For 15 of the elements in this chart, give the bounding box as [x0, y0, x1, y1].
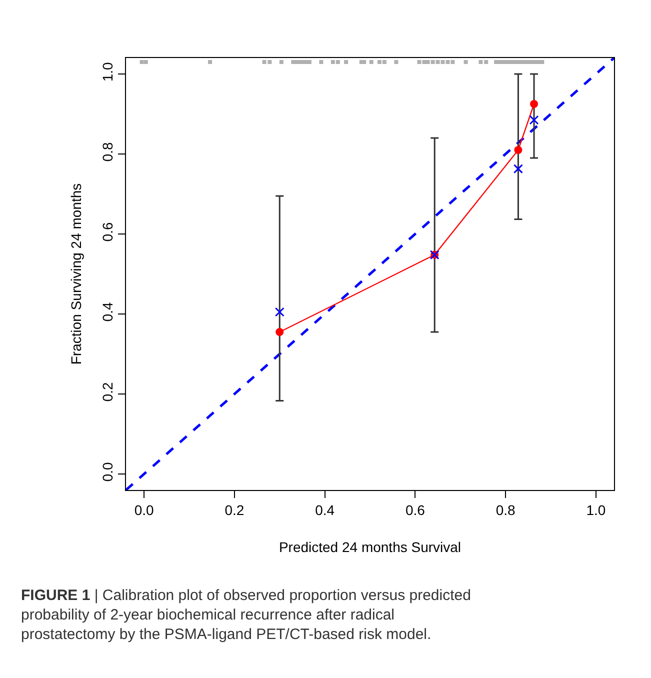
y-tick-label: 0.0	[99, 462, 116, 482]
y-tick-label: 0.2	[99, 382, 116, 402]
y-tick-label: 0.6	[99, 222, 116, 242]
x-tick-label: 1.0	[586, 502, 606, 518]
x-tick-label: 0.0	[134, 502, 154, 518]
y-tick-label: 0.8	[99, 142, 116, 162]
x-tick-label: 0.8	[496, 502, 516, 518]
y-tick-label: 0.4	[99, 302, 116, 322]
x-tick-label: 0.6	[405, 502, 426, 518]
y-axis-title: Fraction Surviving 24 months	[68, 183, 84, 365]
x-tick-label: 0.2	[224, 502, 244, 518]
x-tick-label: 0.4	[315, 502, 335, 518]
caption: FIGURE 1 | Calibration plot of observed proportion versus predicted probability of 2-year biochemical recurrence after radical prostatectomy by the PSMA-ligand PET/CT-based risk model.	[21, 587, 471, 643]
x-axis-title: Predicted 24 months Survival	[278, 539, 462, 556]
y-tick-label: 1.0	[99, 62, 116, 82]
